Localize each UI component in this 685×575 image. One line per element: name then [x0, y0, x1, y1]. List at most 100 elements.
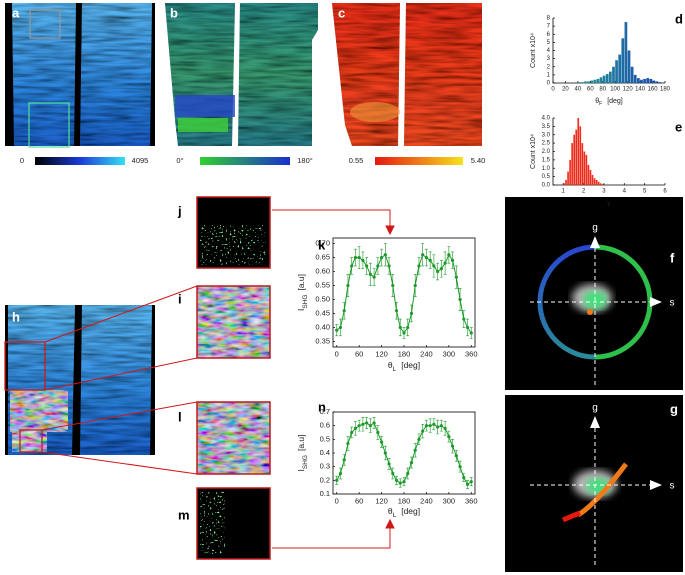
x-tick-label: 0	[335, 496, 339, 505]
x-axis-label-text: θ	[595, 98, 599, 105]
panel-letter: g	[670, 401, 678, 416]
data-point	[428, 424, 432, 428]
bar	[593, 79, 597, 83]
colorbar	[35, 157, 125, 165]
data-point	[465, 482, 470, 487]
data-point	[458, 297, 462, 302]
x-tick-label: 3	[602, 189, 606, 195]
data-point	[346, 441, 350, 446]
bar	[630, 66, 634, 83]
data-point	[391, 283, 395, 288]
data-point	[417, 437, 421, 441]
arrow	[272, 209, 391, 228]
x-tick-label: 4	[623, 189, 627, 195]
bar	[590, 80, 594, 83]
y-tick-label: 0.35	[315, 336, 330, 345]
data-point	[432, 264, 436, 268]
data-point	[383, 253, 387, 257]
y-tick-label: 2	[547, 64, 551, 70]
data-point	[361, 258, 365, 262]
data-point	[421, 253, 425, 257]
x-tick-label: 120	[623, 87, 634, 93]
data-point	[365, 264, 369, 268]
bar	[652, 80, 656, 83]
x-tick-label: 160	[648, 87, 659, 93]
data-point	[376, 430, 380, 435]
frame	[196, 401, 271, 475]
y-tick-label: 5	[547, 40, 551, 46]
data-point	[335, 478, 339, 482]
image-i: i	[178, 285, 271, 359]
data-point	[469, 331, 473, 335]
connectors	[41, 209, 395, 549]
connector	[41, 451, 198, 475]
y-tick-label: 0.40	[315, 322, 330, 331]
arrowhead	[590, 236, 600, 248]
x-tick-label: 5	[643, 189, 647, 195]
bar	[579, 126, 582, 185]
data-point	[361, 422, 365, 426]
y-tick-label: 0.50	[315, 294, 330, 303]
bar	[567, 171, 569, 185]
y-tick-label: 8	[547, 16, 551, 22]
axis-label: s	[670, 481, 675, 492]
x-tick-label: 120	[375, 496, 388, 505]
panel-letter: c	[338, 5, 345, 20]
bar	[601, 184, 604, 185]
x-axis-label-sub: F	[599, 101, 602, 107]
bar	[565, 179, 567, 185]
data-point	[350, 264, 354, 268]
bar	[624, 22, 628, 83]
y-axis-label-text: Count x10⁴	[530, 134, 537, 169]
y-axis-label-sub: SHG	[302, 295, 309, 309]
data-point	[439, 424, 443, 428]
bar	[581, 82, 584, 83]
panel-letter: a	[12, 5, 20, 20]
data-point	[402, 331, 406, 335]
x-tick-label: 360	[465, 496, 478, 505]
x-axis-label-unit: [deg]	[401, 506, 420, 516]
colorbars: 0 4095 0° 180° 0.55 5.40	[20, 156, 485, 165]
data-point	[458, 465, 462, 469]
data-point	[387, 264, 391, 268]
panel-letter: h	[12, 309, 20, 324]
data-point	[439, 267, 443, 271]
bar	[633, 74, 637, 83]
y-tick-label: 7	[547, 24, 551, 30]
roi-box	[19, 429, 43, 453]
data-point	[394, 478, 399, 482]
data-point	[402, 480, 406, 484]
chart: 0.0 0.5 1.0 1.5 2.0 2.5 3.0 3.5 4.0 1 2 3 4 5 6 Count x…	[530, 116, 667, 207]
x-tick-label: 100	[610, 87, 621, 93]
y-tick-label: 6	[547, 32, 551, 38]
image-m: m	[178, 487, 271, 560]
data-point	[436, 425, 440, 429]
data-point	[409, 311, 414, 316]
colorbar-min: 0	[20, 156, 24, 165]
y-axis-label: ISHG [a.u]	[296, 434, 308, 471]
x-axis-label: θL [deg]	[388, 506, 420, 518]
bar	[646, 78, 650, 83]
y-tick-label: 0.5	[542, 174, 551, 180]
data-point	[398, 325, 402, 330]
x-tick-label: 2	[582, 189, 586, 195]
data-point	[391, 471, 395, 476]
x-tick-label: 360	[465, 349, 478, 358]
y-tick-label: 2.5	[542, 141, 551, 147]
bar	[577, 82, 581, 83]
bar	[627, 50, 631, 83]
x-axis-label-text: θ	[388, 360, 393, 370]
phasor-g: g s g	[505, 395, 683, 572]
data-point	[368, 272, 372, 276]
x-tick-label: 180	[398, 349, 411, 358]
data-point	[413, 448, 417, 452]
colorbar-max: 4095	[132, 156, 149, 165]
roi-box	[4, 341, 46, 391]
x-tick-label: 1	[562, 189, 566, 195]
region	[12, 430, 47, 452]
data-point	[372, 421, 376, 425]
x-axis-label-unit: [deg]	[401, 360, 420, 370]
x-tick-label: 240	[420, 349, 433, 358]
panel-letter: i	[178, 291, 182, 306]
data-point	[417, 264, 421, 268]
